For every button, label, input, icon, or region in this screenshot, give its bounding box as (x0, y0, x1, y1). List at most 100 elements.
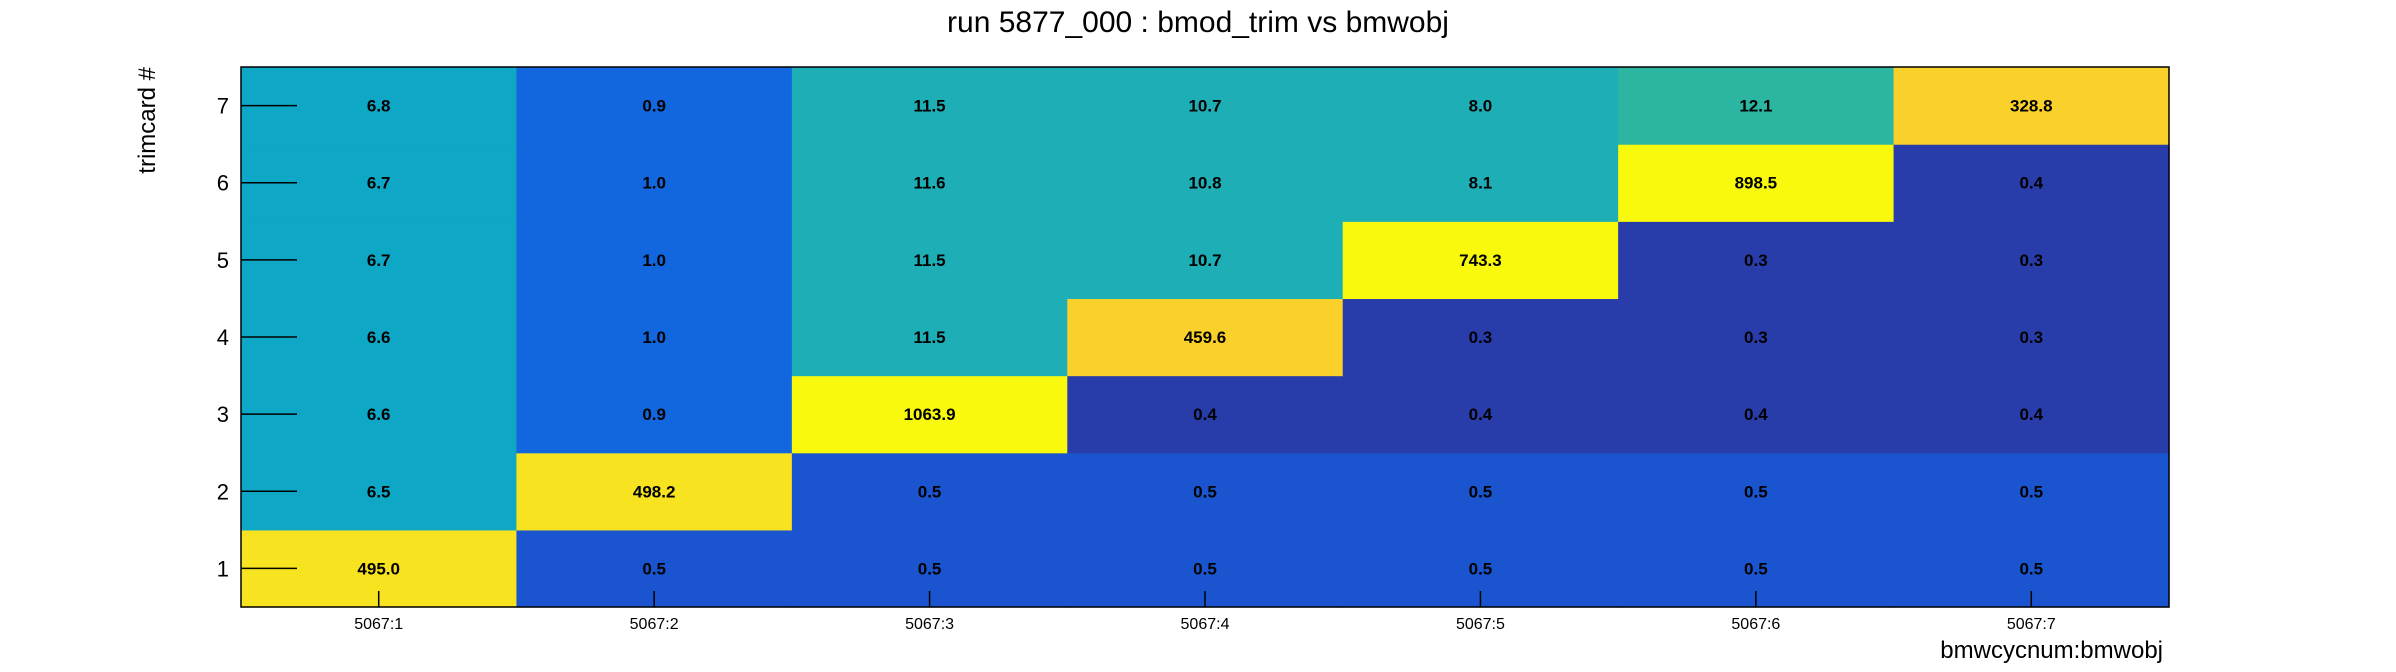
heatmap-cell (1067, 452, 1344, 531)
cell-value-label: 0.9 (642, 405, 666, 424)
heatmap-cell (1342, 375, 1619, 454)
heatmap-cell (516, 452, 793, 531)
x-axis-tick-labels: 5067:1 5067:2 5067:3 5067:4 5067:5 5067:6 5067… (354, 616, 2056, 633)
cell-value-label: 10.8 (1188, 174, 1221, 193)
cell-value-label: 11.5 (913, 97, 945, 116)
cell-value-label: 11.5 (913, 328, 945, 347)
cell-value-label: 0.9 (642, 97, 666, 116)
cell-value-label: 0.5 (2019, 482, 2043, 501)
heatmap-cell (1893, 452, 2170, 531)
heatmap-cell (1618, 452, 1895, 531)
heatmap-cell (516, 144, 793, 222)
cell-value-label: 8.1 (1469, 174, 1493, 193)
cell-value-label: 6.7 (367, 174, 391, 193)
cell-value-label: 0.3 (2019, 328, 2043, 347)
cell-value-label: 0.3 (1744, 251, 1768, 270)
heatmap-cell (1067, 67, 1344, 145)
cell-value-label: 0.4 (1469, 405, 1493, 424)
heatmap-cell (516, 221, 793, 300)
cell-value-label: 0.4 (2019, 405, 2043, 424)
x-tick-label: 5067:7 (2007, 616, 2056, 633)
x-tick-label: 5067:6 (1731, 616, 1780, 633)
heatmap-cell (1618, 298, 1895, 377)
heatmap-cell (1618, 67, 1895, 145)
cell-value-label: 495.0 (357, 559, 400, 578)
cell-value-label: 0.4 (1193, 405, 1217, 424)
x-tick-label: 5067:5 (1456, 616, 1505, 633)
x-tick-label: 5067:4 (1181, 616, 1230, 633)
cell-value-label: 6.5 (367, 482, 391, 501)
y-axis-tick-labels: 1 2 3 4 5 6 7 (217, 94, 229, 582)
cell-value-label: 0.5 (918, 559, 942, 578)
chart-title: run 5877_000 : bmod_trim vs bmwobj (947, 6, 1449, 39)
cell-value-label: 459.6 (1184, 328, 1227, 347)
cell-value-label: 8.0 (1469, 97, 1493, 116)
cell-value-label: 0.3 (1469, 328, 1493, 347)
heatmap-cell (791, 221, 1068, 300)
heatmap-cell (516, 375, 793, 454)
heatmap-cell (791, 375, 1068, 454)
y-tick-label: 4 (217, 325, 229, 350)
heatmap-cell (1342, 144, 1619, 222)
y-tick-label: 7 (217, 94, 229, 119)
heatmap-cell (1342, 67, 1619, 145)
cell-value-label: 11.6 (913, 174, 945, 193)
cell-value-labels: 495.0 0.5 0.5 0.5 0.5 0.5 0.5 6.5 498.2 0.5 0.5 0.5… (357, 97, 2052, 579)
y-tick-label: 5 (217, 248, 229, 273)
cell-value-label: 0.5 (1193, 482, 1217, 501)
heatmap-cell (1067, 298, 1344, 377)
heatmap-cell (791, 144, 1068, 222)
heatmap-cell (1618, 144, 1895, 222)
cell-value-label: 11.5 (913, 251, 945, 270)
x-tick-label: 5067:3 (905, 616, 954, 633)
cell-value-label: 1063.9 (904, 405, 956, 424)
heatmap-cell (1067, 221, 1344, 300)
cell-value-label: 0.5 (1744, 482, 1768, 501)
heatmap-cell (1067, 144, 1344, 222)
cell-value-label: 1.0 (642, 251, 666, 270)
cell-value-label: 498.2 (633, 482, 676, 501)
heatmap-cells (241, 67, 2170, 608)
heatmap-cell (1618, 375, 1895, 454)
cell-value-label: 0.5 (1469, 482, 1493, 501)
cell-value-label: 743.3 (1459, 251, 1502, 270)
axis-ticks (241, 104, 2033, 607)
y-axis-title: trimcard # (134, 66, 161, 173)
cell-value-label: 1.0 (642, 174, 666, 193)
cell-value-label: 0.4 (1744, 405, 1768, 424)
y-tick-label: 3 (217, 402, 229, 427)
heatmap-cell (1342, 298, 1619, 377)
y-tick-label: 1 (217, 556, 229, 581)
heatmap-cell (516, 298, 793, 377)
cell-value-label: 10.7 (1188, 97, 1221, 116)
cell-value-label: 6.8 (367, 97, 391, 116)
heatmap-cell (1893, 375, 2170, 454)
heatmap-cell (1893, 144, 2170, 222)
cell-value-label: 898.5 (1735, 174, 1778, 193)
heatmap-cell (1618, 221, 1895, 300)
x-tick-label: 5067:2 (630, 616, 679, 633)
cell-value-label: 0.5 (1744, 559, 1768, 578)
cell-value-label: 1.0 (642, 328, 666, 347)
cell-value-label: 0.3 (1744, 328, 1768, 347)
cell-value-label: 0.5 (918, 482, 942, 501)
cell-value-label: 12.1 (1739, 97, 1772, 116)
cell-value-label: 0.5 (1193, 559, 1217, 578)
cell-value-label: 328.8 (2010, 97, 2053, 116)
x-axis-title: bmwcycnum:bmwobj (1940, 637, 2163, 664)
heatmap-cell (1342, 452, 1619, 531)
cell-value-label: 0.3 (2019, 251, 2043, 270)
heatmap-cell (1893, 67, 2170, 145)
cell-value-label: 6.6 (367, 405, 391, 424)
heatmap-cell (791, 452, 1068, 531)
cell-value-label: 6.7 (367, 251, 391, 270)
heatmap-cell (1067, 375, 1344, 454)
heatmap-cell (1893, 298, 2170, 377)
heatmap-cell (791, 67, 1068, 145)
cell-value-label: 0.5 (642, 559, 666, 578)
heatmap-cell (1342, 221, 1619, 300)
heatmap-cell (516, 67, 793, 145)
y-tick-label: 2 (217, 479, 229, 504)
cell-value-label: 0.4 (2019, 174, 2043, 193)
